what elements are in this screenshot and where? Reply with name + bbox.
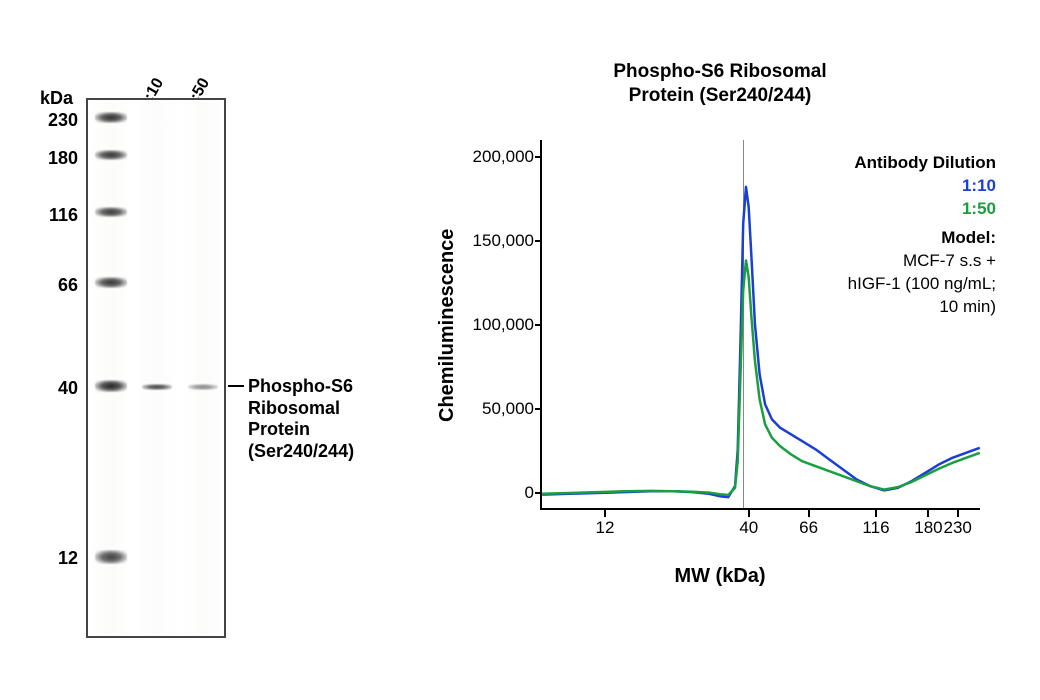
band-label-tick [228, 385, 244, 387]
mw-tick: 66 [40, 275, 78, 296]
legend-model-line: hIGF-1 (100 ng/mL; [848, 273, 996, 296]
figure-container: kDa 230180116664012 1:101:50 Phospho-S6R… [0, 0, 1040, 700]
x-tick-label: 116 [862, 518, 889, 538]
y-tick-mark [535, 324, 542, 326]
sample-band [188, 384, 218, 390]
y-tick-mark [535, 240, 542, 242]
electropherogram-chart: Phospho-S6 RibosomalProtein (Ser240/244)… [430, 60, 1010, 620]
x-tick-label: 12 [596, 518, 615, 538]
y-tick-mark [535, 492, 542, 494]
mw-tick: 180 [40, 148, 78, 169]
legend-model-line: MCF-7 s.s + [848, 250, 996, 273]
sample-band [142, 384, 172, 390]
y-axis-label: Chemiluminescence [436, 140, 459, 510]
mw-tick: 116 [40, 205, 78, 226]
y-tick-mark [535, 408, 542, 410]
mw-tick: 230 [40, 110, 78, 131]
x-tick-label: 230 [944, 518, 972, 538]
legend-header: Antibody Dilution [848, 152, 996, 175]
band-label: Phospho-S6RibosomalProtein(Ser240/244) [248, 376, 398, 462]
x-tick-label: 40 [739, 518, 758, 538]
ladder-band [95, 207, 127, 217]
lane-ladder [92, 100, 130, 636]
y-tick-mark [535, 156, 542, 158]
y-tick-label: 50,000 [464, 399, 534, 419]
mw-axis-label: kDa [40, 88, 73, 109]
ladder-band [95, 150, 127, 160]
mw-tick: 40 [40, 378, 78, 399]
x-tick-mark [957, 510, 959, 517]
y-tick-label: 0 [464, 483, 534, 503]
ladder-band [95, 380, 127, 392]
x-tick-label: 66 [799, 518, 818, 538]
x-axis-label: MW (kDa) [430, 565, 1010, 588]
x-tick-mark [604, 510, 606, 517]
lane-1-10 [138, 100, 176, 636]
ladder-band [95, 277, 127, 288]
chart-title: Phospho-S6 RibosomalProtein (Ser240/244) [430, 60, 1010, 108]
x-tick-label: 180 [914, 518, 942, 538]
y-tick-label: 150,000 [464, 231, 534, 251]
ladder-band [95, 112, 127, 123]
legend-item: 1:50 [848, 198, 996, 221]
y-tick-label: 200,000 [464, 147, 534, 167]
legend-model-line: 10 min) [848, 296, 996, 319]
x-tick-mark [748, 510, 750, 517]
gel-box [86, 98, 226, 638]
x-tick-mark [927, 510, 929, 517]
legend-model-header: Model: [848, 227, 996, 250]
legend: Antibody Dilution1:101:50 Model:MCF-7 s.s… [848, 152, 996, 319]
lane-1-50 [184, 100, 222, 636]
y-tick-label: 100,000 [464, 315, 534, 335]
ladder-band [95, 550, 127, 564]
mw-tick: 12 [40, 548, 78, 569]
legend-item: 1:10 [848, 175, 996, 198]
x-tick-mark [808, 510, 810, 517]
western-blot-panel: kDa 230180116664012 1:101:50 Phospho-S6R… [40, 50, 380, 650]
x-tick-mark [875, 510, 877, 517]
